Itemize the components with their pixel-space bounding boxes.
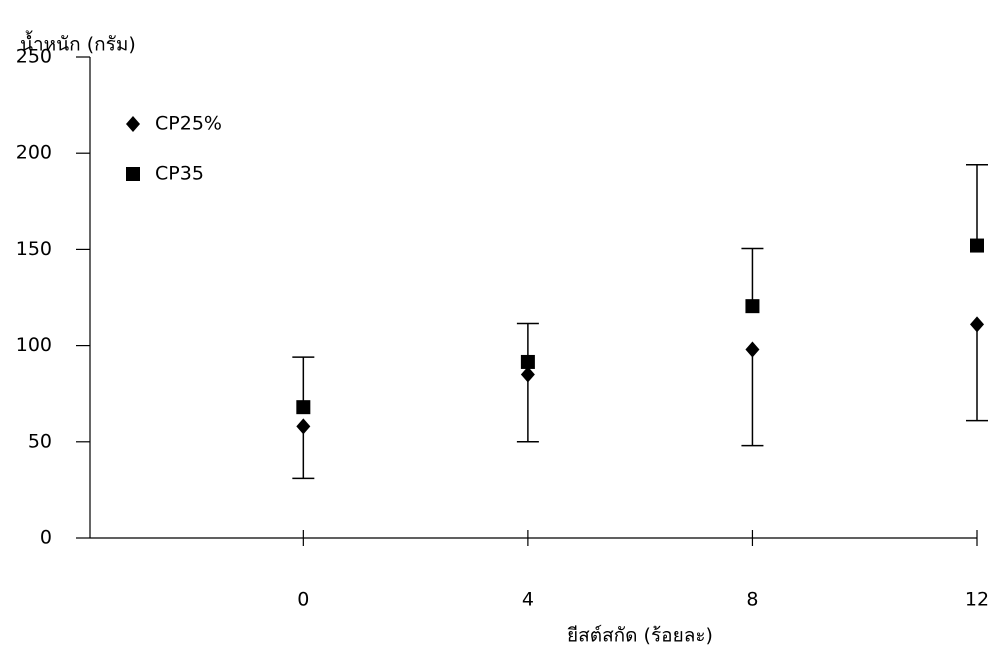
chart: น้ำหนัก (กรัม) ยีสต์สกัด (ร้อยละ) 050100… bbox=[0, 0, 994, 653]
square-marker bbox=[521, 355, 535, 369]
x-tick-label: 4 bbox=[522, 589, 534, 611]
y-tick-label: 50 bbox=[28, 430, 52, 452]
x-tick-label: 0 bbox=[297, 589, 309, 611]
square-marker bbox=[970, 239, 984, 253]
error-bar bbox=[966, 324, 988, 420]
error-bar bbox=[741, 248, 763, 306]
error-bar bbox=[292, 357, 314, 407]
error-bar bbox=[741, 349, 763, 445]
y-tick-label: 200 bbox=[16, 142, 52, 164]
legend-marker bbox=[126, 116, 140, 132]
x-tick-label: 12 bbox=[965, 589, 989, 611]
square-marker bbox=[745, 299, 759, 313]
legend-marker bbox=[126, 167, 140, 181]
error-bar bbox=[966, 165, 988, 246]
legend-label: CP25% bbox=[155, 113, 222, 135]
diamond-marker bbox=[296, 418, 310, 434]
legend-label: CP35 bbox=[155, 163, 204, 185]
diamond-marker bbox=[745, 341, 759, 357]
square-marker bbox=[296, 400, 310, 414]
y-tick-label: 0 bbox=[40, 527, 52, 549]
error-bar bbox=[517, 374, 539, 441]
x-tick-label: 8 bbox=[746, 589, 758, 611]
y-tick-label: 100 bbox=[16, 334, 52, 356]
x-axis-label: ยีสต์สกัด (ร้อยละ) bbox=[567, 625, 713, 647]
y-tick-label: 150 bbox=[16, 238, 52, 260]
y-tick-label: 250 bbox=[16, 46, 52, 68]
diamond-marker bbox=[970, 316, 984, 332]
